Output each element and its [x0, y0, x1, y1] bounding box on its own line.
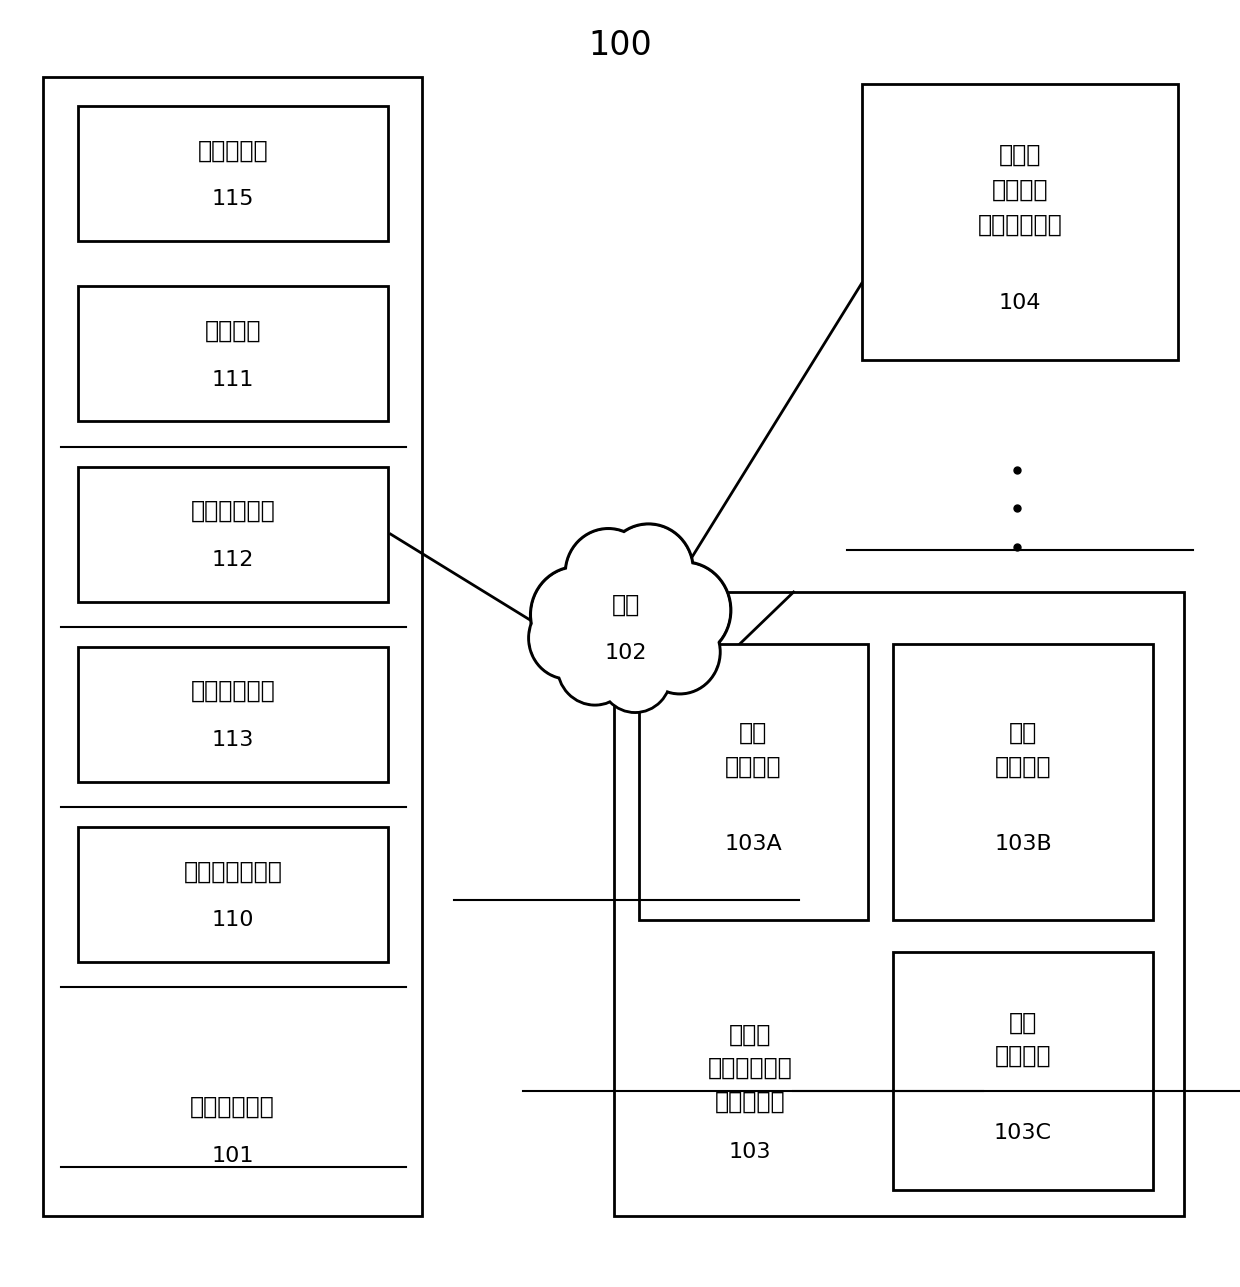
Text: 102: 102: [605, 642, 647, 663]
Circle shape: [604, 524, 693, 616]
Bar: [893, 952, 1153, 1190]
Text: 104: 104: [998, 293, 1042, 313]
Circle shape: [529, 597, 608, 678]
Bar: [639, 644, 868, 920]
Bar: [78, 646, 388, 781]
Text: 113: 113: [212, 730, 254, 750]
Circle shape: [564, 560, 688, 689]
Text: 用户接口系统: 用户接口系统: [191, 680, 275, 703]
Circle shape: [529, 598, 606, 678]
Text: 103C: 103C: [994, 1124, 1052, 1143]
Circle shape: [567, 530, 650, 616]
Text: 感知和规划系统: 感知和规划系统: [184, 860, 283, 883]
Bar: [893, 644, 1153, 920]
Bar: [43, 77, 422, 1216]
Circle shape: [531, 566, 624, 663]
Text: 服务器
（例如，数据
分析系统）: 服务器 （例如，数据 分析系统）: [708, 1023, 792, 1113]
Circle shape: [562, 557, 691, 691]
Circle shape: [605, 525, 692, 615]
Circle shape: [640, 610, 720, 694]
Circle shape: [641, 611, 719, 692]
Circle shape: [565, 529, 651, 618]
Bar: [78, 287, 388, 422]
Text: 100: 100: [588, 28, 652, 62]
Circle shape: [558, 627, 632, 705]
Text: 全局
决策改进: 全局 决策改进: [994, 721, 1052, 779]
Text: 网络: 网络: [613, 593, 640, 616]
Text: 自动驾驶车辆: 自动驾驶车辆: [190, 1095, 275, 1118]
Circle shape: [600, 640, 670, 712]
Text: 103: 103: [729, 1142, 771, 1162]
Bar: [78, 826, 388, 963]
Bar: [78, 467, 388, 602]
Bar: [614, 592, 1184, 1216]
Text: 服务器
（例如，
地图和位置）: 服务器 （例如， 地图和位置）: [977, 143, 1063, 237]
Bar: [78, 107, 388, 242]
Text: 115: 115: [212, 189, 254, 210]
Text: 无线通信系统: 无线通信系统: [191, 499, 275, 523]
Text: 112: 112: [212, 550, 254, 570]
Text: 103A: 103A: [724, 834, 782, 853]
Text: 驾驶
决策分级: 驾驶 决策分级: [994, 1010, 1052, 1068]
Text: 110: 110: [212, 910, 254, 931]
Text: 传感器系统: 传感器系统: [198, 139, 268, 162]
Text: 控制系统: 控制系统: [205, 319, 262, 342]
Text: 111: 111: [212, 369, 254, 390]
Text: 机器
学习引擎: 机器 学习引擎: [725, 721, 781, 779]
Bar: [862, 84, 1178, 360]
Text: 101: 101: [211, 1145, 254, 1166]
Circle shape: [599, 638, 671, 712]
Circle shape: [532, 568, 622, 662]
Circle shape: [639, 564, 729, 658]
Circle shape: [637, 562, 730, 659]
Text: 103B: 103B: [994, 834, 1052, 853]
Circle shape: [558, 628, 631, 704]
